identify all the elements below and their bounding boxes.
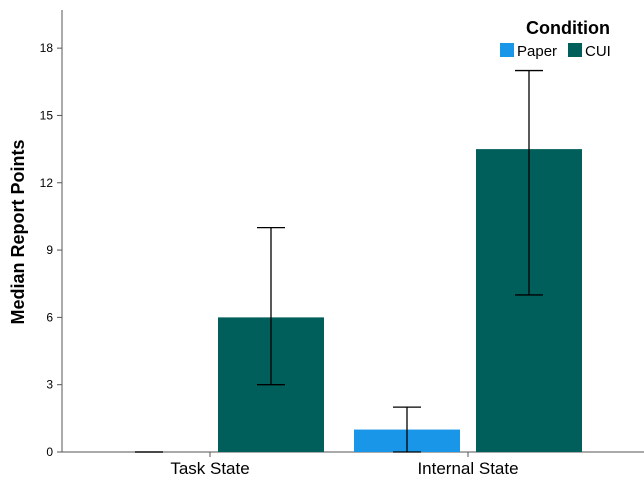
error-bars xyxy=(135,69,543,453)
legend: Condition Paper CUI xyxy=(500,18,611,60)
x-tick-label: Task State xyxy=(170,459,249,478)
y-tick-label: 9 xyxy=(46,243,53,257)
x-tick-label: Internal State xyxy=(417,459,518,478)
legend-label-cui: CUI xyxy=(585,43,611,60)
legend-swatch-cui xyxy=(568,43,582,57)
y-tick-label: 3 xyxy=(46,378,53,392)
legend-swatch-paper xyxy=(500,43,514,57)
y-axis-label: Median Report Points xyxy=(8,139,28,324)
y-tick-label: 6 xyxy=(46,310,53,324)
y-tick-label: 12 xyxy=(40,176,54,190)
legend-title: Condition xyxy=(526,18,610,38)
y-tick-label: 0 xyxy=(46,445,53,459)
y-tick-label: 15 xyxy=(40,108,54,122)
legend-label-paper: Paper xyxy=(517,43,557,60)
y-tick-label: 18 xyxy=(40,41,54,55)
